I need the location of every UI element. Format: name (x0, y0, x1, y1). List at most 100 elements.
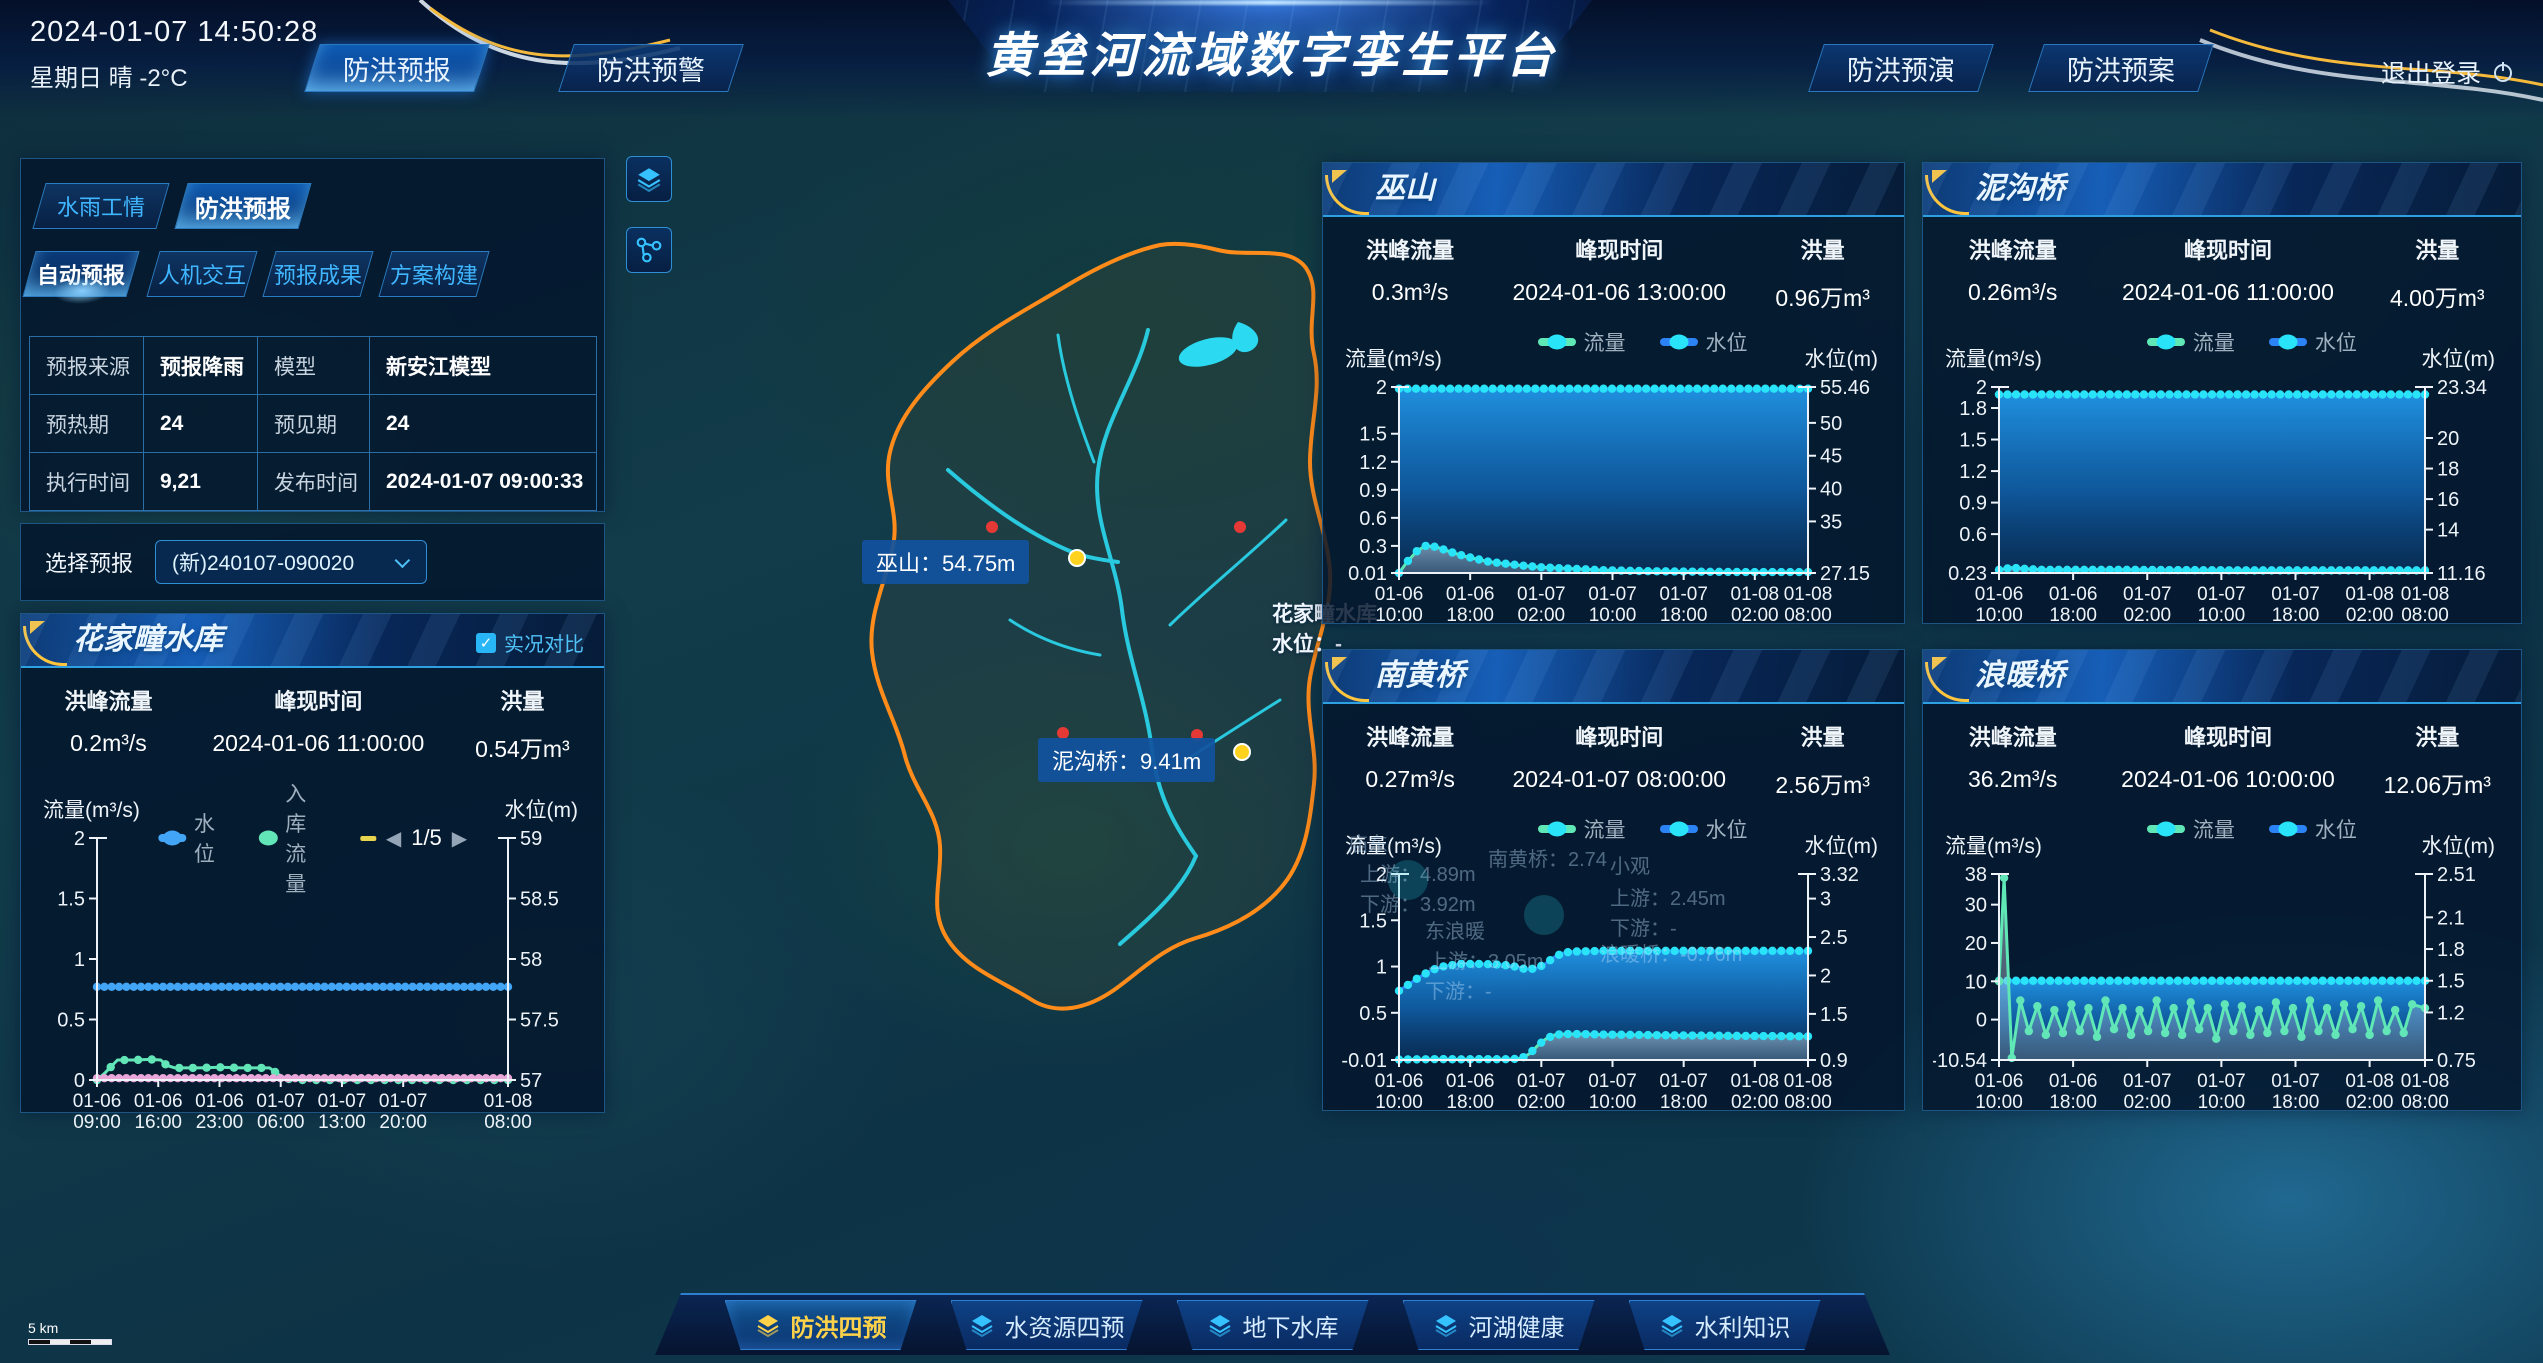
tab-flood-plan[interactable]: 防洪预案 (2028, 44, 2214, 92)
tab-water-rain-info[interactable]: 水雨工情 (32, 183, 170, 229)
svg-text:10:00: 10:00 (1375, 605, 1423, 625)
svg-text:01-07: 01-07 (2271, 1071, 2320, 1092)
page-title: 黄垒河流域数字孪生平台 (985, 30, 1558, 83)
nav-tab-water-knowledge[interactable]: 水利知识 (1629, 1300, 1821, 1350)
svg-text:02:00: 02:00 (2123, 605, 2171, 625)
left-axis-title: 流量(m³/s) (43, 799, 140, 822)
nav-tab-water-resources[interactable]: 水资源四预 (951, 1300, 1143, 1350)
nav-tab-groundwater[interactable]: 地下水库 (1177, 1300, 1369, 1350)
svg-text:01-06: 01-06 (1975, 584, 2024, 605)
panel-huajiatuan-reservoir: 花家疃水库 ✓ 实况对比 洪峰流量 峰现时间 洪量 0.2m³/s 2024-01-0… (20, 613, 605, 1133)
network-icon (636, 237, 662, 263)
svg-text:02:00: 02:00 (1731, 605, 1779, 625)
forecast-select-dropdown[interactable]: (新)240107-090020 (155, 540, 428, 584)
forecast-table: 预报来源 预报降雨 模型 新安江模型 预热期 24 预见期 24 执行时间 9,21 … (29, 336, 597, 511)
svg-text:2.51: 2.51 (2437, 864, 2476, 886)
live-compare-toggle[interactable]: ✓ 实况对比 (476, 628, 584, 657)
svg-text:58: 58 (520, 949, 542, 971)
svg-text:14: 14 (2437, 520, 2459, 542)
svg-text:2.1: 2.1 (2437, 907, 2465, 929)
alert-dots[interactable] (986, 521, 1251, 761)
subtab-scheme-build[interactable]: 方案构建 (378, 251, 490, 297)
svg-text:01-07: 01-07 (1659, 584, 1708, 605)
legend-item-waterlevel[interactable]: 水位 (1659, 327, 1748, 357)
pager-next-icon[interactable]: ▶ (451, 827, 468, 850)
panel-title: 南黄桥 (1375, 659, 1465, 692)
legend-item-flow[interactable]: 流量 (1537, 327, 1626, 357)
shield-layers-icon (969, 1312, 995, 1338)
svg-text:23:00: 23:00 (196, 1112, 244, 1132)
svg-text:10: 10 (1965, 971, 1987, 993)
svg-text:1.2: 1.2 (1359, 452, 1387, 474)
svg-text:50: 50 (1820, 413, 1842, 435)
svg-text:01-06: 01-06 (1446, 1071, 1495, 1092)
legend-item-flow[interactable]: 流量 (2146, 327, 2235, 357)
layers-button[interactable] (626, 156, 672, 202)
svg-text:09:00: 09:00 (73, 1112, 121, 1132)
chart-nigouqiao[interactable]: 0.23 0.6 0.9 1.2 1.5 1.8 2 11.16 14 16 18 20 23.34 01… (1933, 373, 2511, 626)
legend-item-waterlevel[interactable]: 水位 (1659, 814, 1748, 844)
svg-text:10:00: 10:00 (1589, 605, 1637, 625)
panel-nigouqiao: 泥沟桥 洪峰流量 峰现时间 洪量 0.26m³/s 2024-01-06 11:00:… (1922, 162, 2522, 626)
svg-text:11.16: 11.16 (2437, 563, 2486, 585)
left-axis-title: 流量(m³/s) (1345, 835, 1442, 858)
svg-text:10:00: 10:00 (1975, 1092, 2023, 1112)
svg-text:1.5: 1.5 (2437, 971, 2465, 993)
pager-prev-icon[interactable]: ◀ (385, 827, 402, 850)
network-button[interactable] (626, 227, 672, 273)
legend-item-flow[interactable]: 流量 (2146, 814, 2235, 844)
right-axis-title: 水位(m) (2421, 348, 2495, 371)
svg-text:40: 40 (1820, 479, 1842, 501)
flood-stats: 洪峰流量 峰现时间 洪量 0.27m³/s 2024-01-07 08:00:00 2.… (1365, 725, 1870, 798)
svg-text:2: 2 (1976, 377, 1987, 399)
svg-text:01-08: 01-08 (2345, 584, 2394, 605)
logout-button[interactable]: 退出登录 (2381, 54, 2515, 90)
chart-huajiatuan[interactable]: 0 0.5 1 1.5 2 57 57.5 58 58.5 59 01-06 09:00 01-06 16… (31, 824, 594, 1133)
svg-text:2: 2 (74, 828, 85, 850)
subtab-forecast-results[interactable]: 预报成果 (262, 251, 374, 297)
svg-text:0.01: 0.01 (1348, 563, 1387, 585)
subtab-human-interaction[interactable]: 人机交互 (146, 251, 258, 297)
svg-text:1.5: 1.5 (57, 889, 85, 911)
chart-nanhuangqiao[interactable]: -0.01 0.5 1 1.5 2 0.9 1.5 2 2.5 3 3.32 01-06 10:00 01… (1333, 860, 1894, 1113)
svg-text:01-07: 01-07 (1659, 1071, 1708, 1092)
map-label-wushan[interactable]: 巫山：54.75m (862, 540, 1030, 584)
chart-legend: 流量 水位 (1537, 327, 1748, 357)
watershed-boundary (869, 241, 1333, 1011)
nav-tab-flood-4pre[interactable]: 防洪四预 (725, 1300, 917, 1350)
subtab-auto-forecast[interactable]: 自动预报 (22, 251, 140, 297)
checkbox-checked-icon: ✓ (476, 632, 496, 653)
legend-item-flow[interactable]: 流量 (1537, 814, 1626, 844)
nav-tab-river-health[interactable]: 河湖健康 (1403, 1300, 1595, 1350)
legend-item-inflow[interactable]: 入库流量 (258, 778, 326, 898)
tab-flood-forecast-inner[interactable]: 防洪预报 (174, 183, 312, 229)
svg-text:10:00: 10:00 (1375, 1092, 1423, 1112)
top-header: 2024-01-07 14:50:28 星期日 晴 -2°C 黄垒河流域数字孪生… (0, 0, 2543, 118)
svg-text:01-06: 01-06 (1375, 1071, 1424, 1092)
svg-text:01-08: 01-08 (2401, 1071, 2450, 1092)
svg-text:0.5: 0.5 (57, 1010, 85, 1032)
tab-flood-drill[interactable]: 防洪预演 (1808, 44, 1994, 92)
tab-flood-warning[interactable]: 防洪预警 (558, 44, 744, 92)
svg-text:08:00: 08:00 (2401, 605, 2449, 625)
svg-text:3.32: 3.32 (1820, 864, 1859, 886)
lakes (1178, 322, 1259, 367)
chart-legend: 水位 入库流量 ◀ 1/5 ▶ (157, 778, 468, 898)
svg-text:01-08: 01-08 (2345, 1071, 2394, 1092)
datetime: 2024-01-07 14:50:28 (30, 16, 319, 48)
layers-icon (637, 168, 661, 193)
map-label-nigouqiao[interactable]: 泥沟桥：9.41m (1038, 738, 1216, 782)
legend-item-waterlevel[interactable]: 水位 (157, 808, 225, 868)
chart-wushan[interactable]: 0.01 0.3 0.6 0.9 1.2 1.5 2 27.15 35 40 45 50 55.46 01… (1333, 373, 1894, 626)
chart-langnuanqiao[interactable]: -10.54 0 10 20 30 38 0.75 1.2 1.5 1.8 2.1 2.51 01-06… (1930, 860, 2511, 1113)
svg-text:0.23: 0.23 (1948, 563, 1987, 585)
legend-item-waterlevel[interactable]: 水位 (2268, 327, 2357, 357)
svg-text:01-08: 01-08 (1784, 1071, 1833, 1092)
svg-text:0: 0 (1976, 1010, 1987, 1032)
tab-flood-forecast[interactable]: 防洪预报 (304, 44, 490, 92)
legend-item-waterlevel[interactable]: 水位 (2268, 814, 2357, 844)
svg-text:0.9: 0.9 (1820, 1050, 1848, 1072)
svg-text:18: 18 (2437, 459, 2459, 481)
svg-text:2: 2 (1820, 965, 1831, 987)
svg-text:01-07: 01-07 (256, 1091, 305, 1112)
